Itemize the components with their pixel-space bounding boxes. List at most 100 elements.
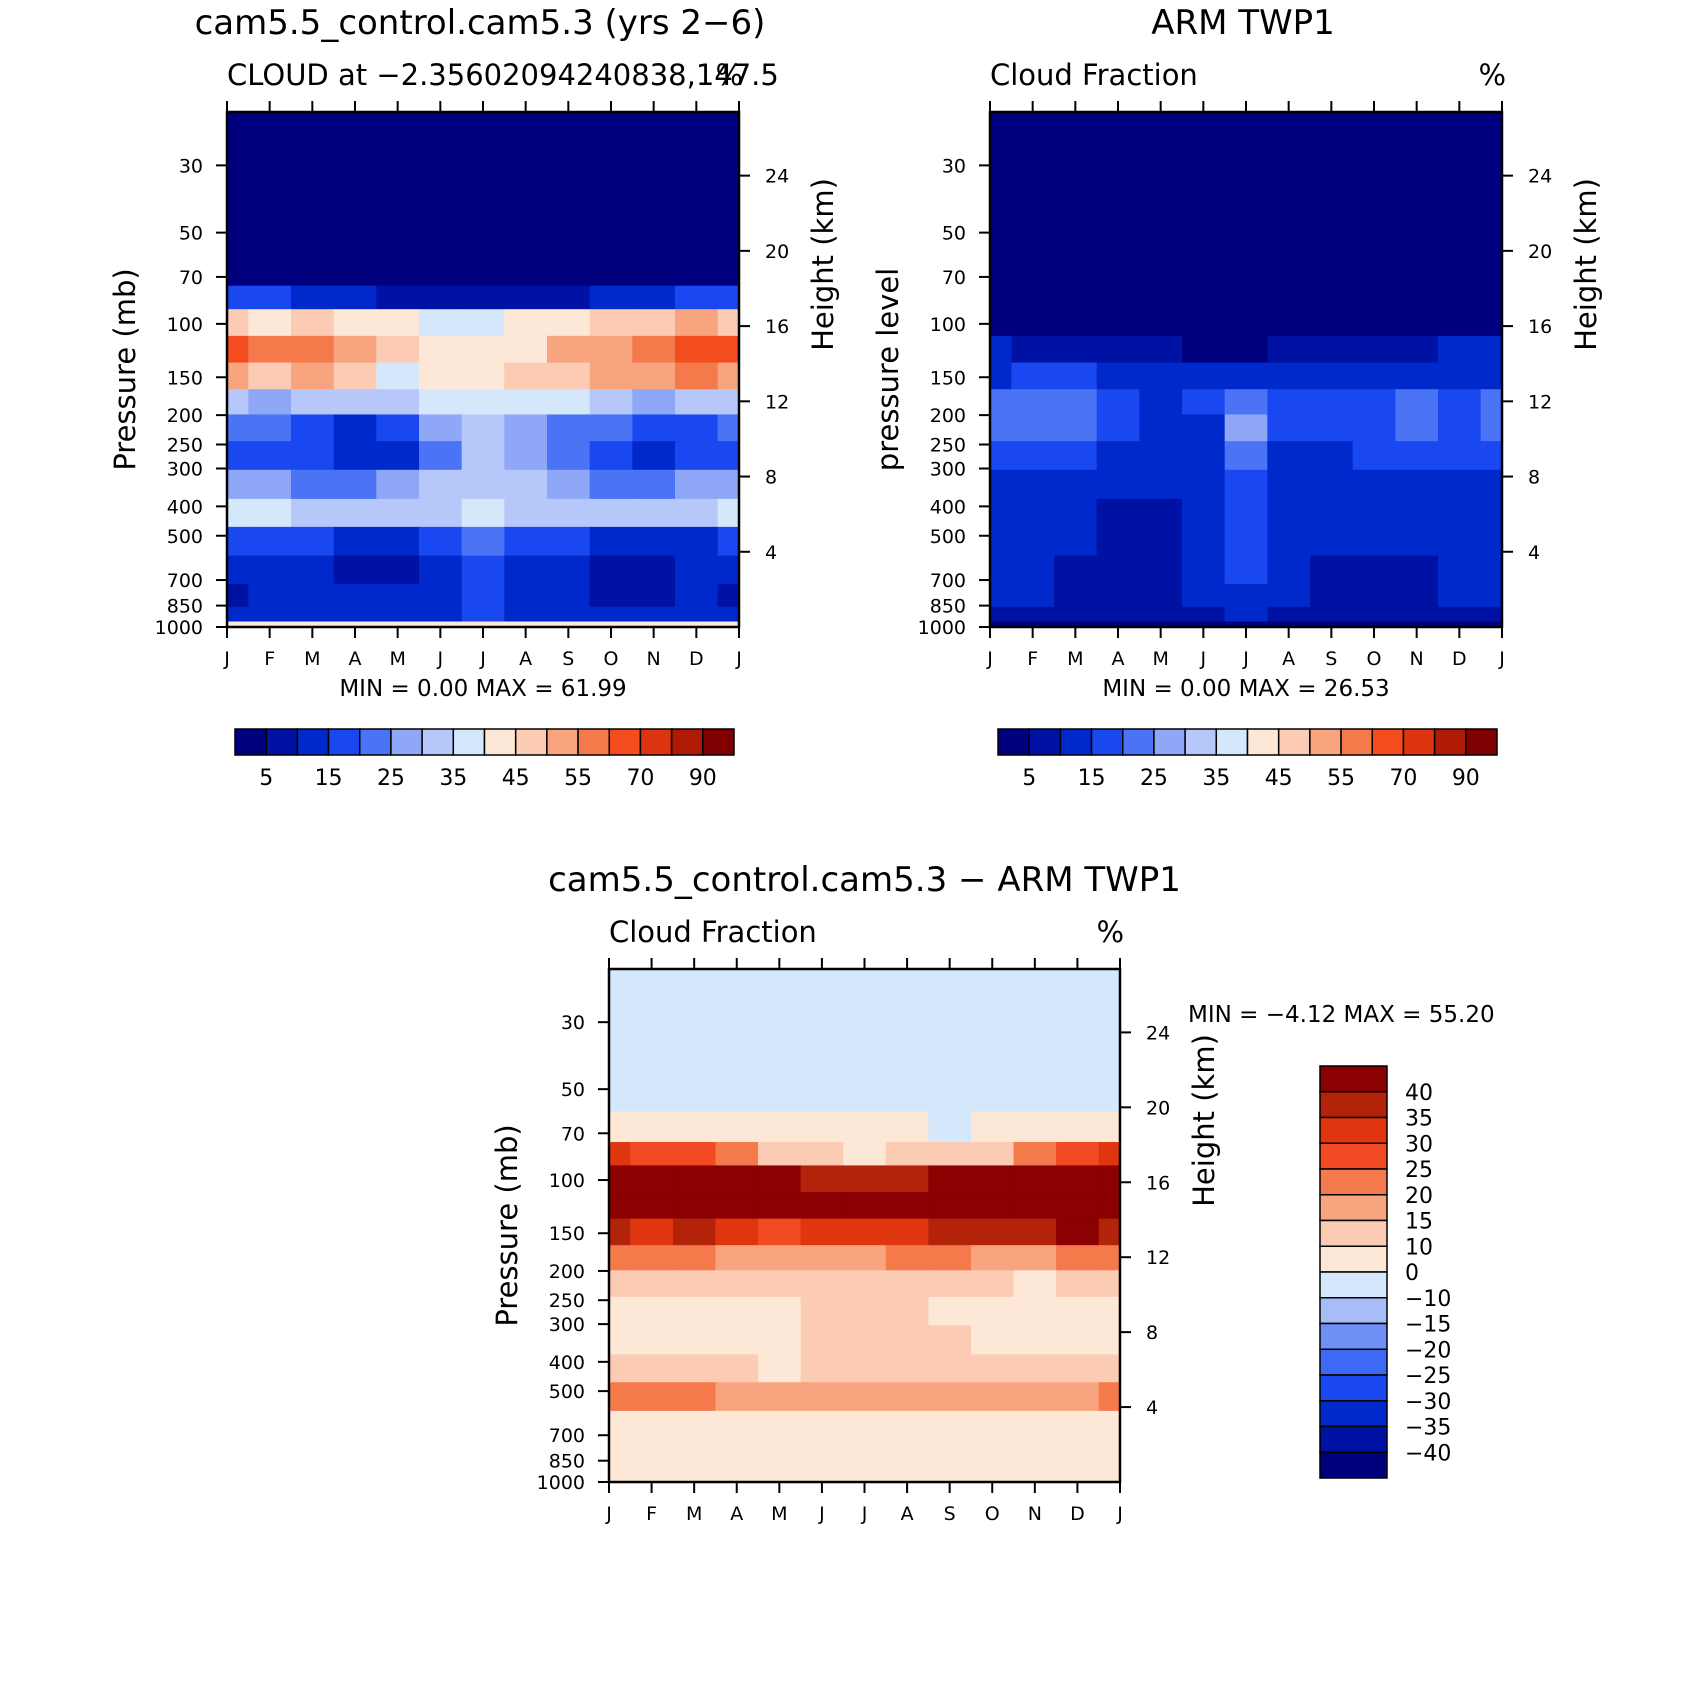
heatmap-cell [630, 1142, 674, 1167]
heatmap-cell [1139, 112, 1183, 173]
heatmap-cell [758, 1270, 802, 1298]
colorbar-swatch [1122, 728, 1155, 756]
y-tick-label: 400 [167, 496, 203, 518]
heatmap-cell [970, 1029, 1015, 1112]
heatmap-cell [461, 285, 505, 310]
chart-units: % [1478, 58, 1506, 92]
heatmap-cell [1224, 498, 1268, 528]
heatmap-cell [1098, 1192, 1121, 1220]
heatmap-cell [333, 621, 377, 628]
y-tick-label: 100 [930, 314, 966, 336]
y-tick-label: 100 [549, 1170, 585, 1192]
heatmap-cell [291, 606, 335, 623]
y-tick-label: 400 [549, 1352, 585, 1374]
heatmap-cell [504, 362, 548, 390]
heatmap-cell [885, 1296, 929, 1327]
heatmap-cell [333, 362, 377, 390]
heatmap-cell [715, 1439, 759, 1463]
heatmap-cell [227, 583, 249, 608]
heatmap-cell [715, 1354, 759, 1383]
heatmap-cell [248, 414, 292, 442]
heatmap-cell [1054, 555, 1098, 585]
heatmap-cell [717, 285, 740, 310]
colorbar-swatch [997, 728, 1030, 756]
heatmap-cell [717, 606, 740, 623]
heatmap-cell [632, 362, 676, 390]
heatmap-cell [1139, 172, 1183, 256]
heatmap-cell [419, 414, 463, 442]
heatmap-cell [376, 555, 420, 585]
colorbar-swatch [452, 728, 486, 756]
heatmap-cell [1011, 335, 1055, 364]
heatmap-cell [504, 285, 548, 310]
colorbar-swatch [421, 728, 455, 756]
heatmap-cell [227, 441, 249, 471]
heatmap-cell [1011, 309, 1055, 337]
y-tick-label: 1000 [918, 617, 966, 639]
heatmap-cell [1438, 606, 1482, 623]
colorbar-swatch [1153, 728, 1186, 756]
heatmap-cell [547, 469, 591, 500]
x-tick-label: N [1410, 648, 1424, 670]
heatmap-cell [715, 1142, 759, 1167]
heatmap-cell [376, 335, 420, 364]
heatmap-cell [419, 112, 463, 173]
x-tick-label: O [985, 1503, 1000, 1525]
heatmap-cell [630, 969, 674, 1030]
heatmap-cell [990, 285, 1012, 310]
heatmap-cell [1054, 498, 1098, 528]
heatmap-cell [1098, 1245, 1121, 1271]
height-tick-label: 4 [1146, 1397, 1158, 1419]
heatmap-cell [589, 172, 633, 256]
heatmap-cell [227, 112, 249, 173]
heatmap-cell [800, 1245, 844, 1271]
heatmap-cell [717, 112, 740, 173]
colorbar-swatch [1246, 728, 1280, 756]
heatmap-cell [990, 469, 1012, 500]
heatmap-cell [1096, 414, 1140, 442]
heatmap-cell [504, 309, 548, 337]
heatmap-cell [800, 1165, 844, 1193]
heatmap-cell [800, 1476, 844, 1483]
heatmap-cell [717, 362, 740, 390]
heatmap-cell [715, 1270, 759, 1298]
heatmap-cell [504, 621, 548, 628]
heatmap-cell [227, 469, 249, 500]
heatmap-cell [1395, 172, 1439, 256]
heatmap-cell [609, 1354, 631, 1383]
colorbar-swatch [670, 728, 704, 756]
heatmap-cell [990, 414, 1012, 442]
heatmap-cell [970, 1296, 1015, 1327]
min-max-stats: MIN = 0.00 MAX = 26.53 [1102, 676, 1389, 702]
heatmap-cell [1267, 172, 1311, 256]
heatmap-cell [928, 1111, 972, 1143]
height-tick-label: 20 [1528, 241, 1552, 263]
heatmap-cell [675, 414, 719, 442]
heatmap-cell [1224, 606, 1268, 623]
heatmap-cell [843, 1354, 887, 1383]
heatmap-cell [990, 555, 1012, 585]
heatmap-cell [675, 441, 719, 471]
heatmap-cell [589, 254, 633, 287]
x-tick-label: J [479, 648, 486, 670]
heatmap-cell [632, 389, 676, 416]
heatmap-cell [885, 1410, 929, 1440]
colorbar-label: 15 [315, 766, 343, 791]
heatmap-cell [1096, 285, 1140, 310]
heatmap-cell [885, 1218, 929, 1246]
y-tick-label: 30 [561, 1012, 585, 1034]
heatmap-cell [675, 285, 719, 310]
heatmap-cell [1011, 285, 1055, 310]
heatmap-cell [630, 1325, 674, 1355]
heatmap-cell [227, 606, 249, 623]
heatmap-cell [885, 1476, 929, 1483]
heatmap-cell [1182, 606, 1226, 623]
heatmap-cell [717, 526, 740, 557]
heatmap-cell [419, 254, 463, 287]
heatmap-cell [970, 1142, 1015, 1167]
heatmap-cell [1182, 441, 1226, 471]
heatmap-cell [1352, 583, 1396, 608]
heatmap-cell [1011, 414, 1055, 442]
